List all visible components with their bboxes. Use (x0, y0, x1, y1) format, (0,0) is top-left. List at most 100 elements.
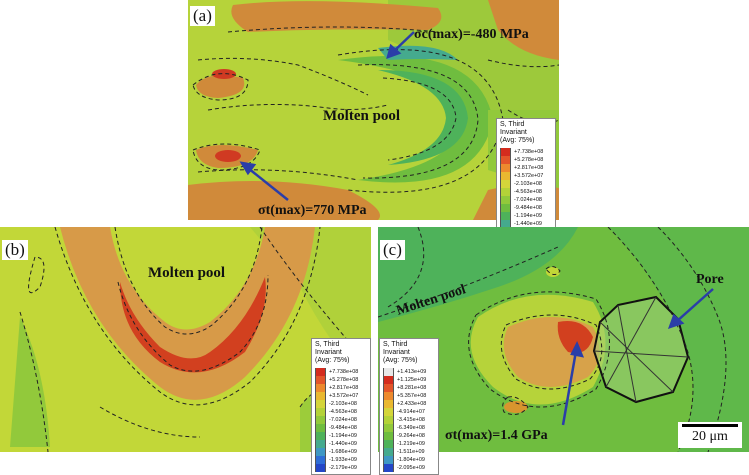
legend-value: -2.179e+09 (329, 465, 357, 471)
legend-value: +3.572e+07 (514, 173, 544, 179)
legend-row: -2.179e+09 (315, 464, 367, 472)
legend-swatch (315, 464, 326, 472)
legend-swatch (500, 180, 511, 188)
legend-swatch (315, 400, 326, 408)
legend-row: -1.194e+09 (315, 432, 367, 440)
legend-swatch (383, 456, 394, 464)
legend-value: -1.686e+09 (329, 449, 357, 455)
legend-value: -2.095e+09 (397, 465, 425, 471)
legend-row: -1.804e+09 (383, 456, 435, 464)
legend-value: -4.563e+08 (329, 409, 357, 415)
legend-swatch (315, 448, 326, 456)
legend-row: +8.281e+08 (383, 384, 435, 392)
legend-swatch (315, 416, 326, 424)
legend-row: -7.024e+08 (500, 196, 552, 204)
legend-swatch (315, 392, 326, 400)
legend-value: -3.415e+08 (397, 417, 425, 423)
legend-swatch (315, 456, 326, 464)
legend-swatch (383, 432, 394, 440)
panel-c-pore-label: Pore (696, 272, 724, 287)
legend-swatch (315, 368, 326, 376)
legend-swatch (500, 212, 511, 220)
legend-swatch (500, 164, 511, 172)
legend-row: -1.219e+09 (383, 440, 435, 448)
legend-rows: +1.413e+09 +1.125e+09 +8.281e+08 +5.357e+08… (380, 366, 438, 474)
panel-c-label: (c) (380, 240, 405, 260)
legend-value: +1.413e+09 (397, 369, 427, 375)
legend-row: -7.024e+08 (315, 416, 367, 424)
legend-value: +3.572e+07 (329, 393, 359, 399)
legend-row: -9.484e+08 (315, 424, 367, 432)
legend-row: -1.686e+09 (315, 448, 367, 456)
legend-row: +1.413e+09 (383, 368, 435, 376)
legend-swatch (500, 148, 511, 156)
legend-value: -1.440e+09 (514, 221, 542, 227)
legend-value: +2.817e+08 (329, 385, 359, 391)
legend-swatch (500, 188, 511, 196)
legend-value: +2.817e+08 (514, 165, 544, 171)
legend-value: +1.125e+09 (397, 377, 427, 383)
legend-row: -6.349e+08 (383, 424, 435, 432)
legend-value: -9.264e+08 (397, 433, 425, 439)
legend-swatch (500, 204, 511, 212)
legend-swatch (383, 384, 394, 392)
legend-swatch (383, 376, 394, 384)
legend-row: +1.125e+09 (383, 376, 435, 384)
panel-b-legend: S, Third Invariant (Avg: 75%) +7.738e+08 +… (311, 338, 371, 475)
legend-row: +5.357e+08 (383, 392, 435, 400)
panel-c-contour-map: Molten pool Pore σt(max)=1.4 GPa (378, 227, 749, 452)
legend-swatch (315, 432, 326, 440)
legend-swatch (500, 172, 511, 180)
legend-value: +5.278e+08 (514, 157, 544, 163)
panel-a-molten-pool-label: Molten pool (323, 108, 400, 124)
legend-row: +5.278e+08 (315, 376, 367, 384)
legend-value: -1.933e+09 (329, 457, 357, 463)
legend-value: +7.738e+08 (514, 149, 544, 155)
scale-bar-label: 20 μm (692, 429, 728, 444)
panel-c-tensile-note: σt(max)=1.4 GPa (445, 428, 548, 443)
legend-value: -1.511e+09 (397, 449, 425, 455)
legend-value: -7.024e+08 (329, 417, 357, 423)
legend-swatch (383, 408, 394, 416)
legend-value: +2.433e+08 (397, 401, 427, 407)
legend-row: -1.511e+09 (383, 448, 435, 456)
legend-value: -1.194e+09 (329, 433, 357, 439)
legend-swatch (383, 392, 394, 400)
panel-c: Molten pool Pore σt(max)=1.4 GPa (378, 227, 749, 452)
legend-row: -3.415e+08 (383, 416, 435, 424)
panel-b-molten-pool-label: Molten pool (148, 265, 225, 281)
legend-swatch (383, 440, 394, 448)
legend-swatch (383, 368, 394, 376)
legend-value: +7.738e+08 (329, 369, 359, 375)
legend-row: -9.484e+08 (500, 204, 552, 212)
legend-rows: +7.738e+08 +5.278e+08 +2.817e+08 +3.572e+07… (312, 366, 370, 474)
legend-value: -9.484e+08 (514, 205, 542, 211)
panel-b: Molten pool (0, 227, 371, 452)
legend-row: +2.433e+08 (383, 400, 435, 408)
legend-swatch (383, 448, 394, 456)
legend-row: +2.817e+08 (500, 164, 552, 172)
legend-swatch (500, 220, 511, 228)
legend-value: -1.804e+09 (397, 457, 425, 463)
legend-value: +5.357e+08 (397, 393, 427, 399)
legend-value: -1.440e+09 (329, 441, 357, 447)
legend-row: -9.264e+08 (383, 432, 435, 440)
legend-row: +5.278e+08 (500, 156, 552, 164)
legend-row: +2.817e+08 (315, 384, 367, 392)
legend-value: -6.349e+08 (397, 425, 425, 431)
legend-swatch (383, 464, 394, 472)
legend-row: +7.738e+08 (500, 148, 552, 156)
legend-row: +7.738e+08 (315, 368, 367, 376)
legend-title: S, Third Invariant (Avg: 75%) (315, 341, 350, 364)
legend-row: -4.563e+08 (500, 188, 552, 196)
legend-swatch (315, 408, 326, 416)
legend-value: -4.563e+08 (514, 189, 542, 195)
scale-bar: 20 μm (678, 422, 742, 448)
legend-row: -2.095e+09 (383, 464, 435, 472)
legend-value: -4.914e+07 (397, 409, 425, 415)
legend-row: -1.933e+09 (315, 456, 367, 464)
legend-title: S, Third Invariant (Avg: 75%) (500, 121, 535, 144)
legend-value: -9.484e+08 (329, 425, 357, 431)
legend-row: -4.563e+08 (315, 408, 367, 416)
legend-swatch (383, 416, 394, 424)
